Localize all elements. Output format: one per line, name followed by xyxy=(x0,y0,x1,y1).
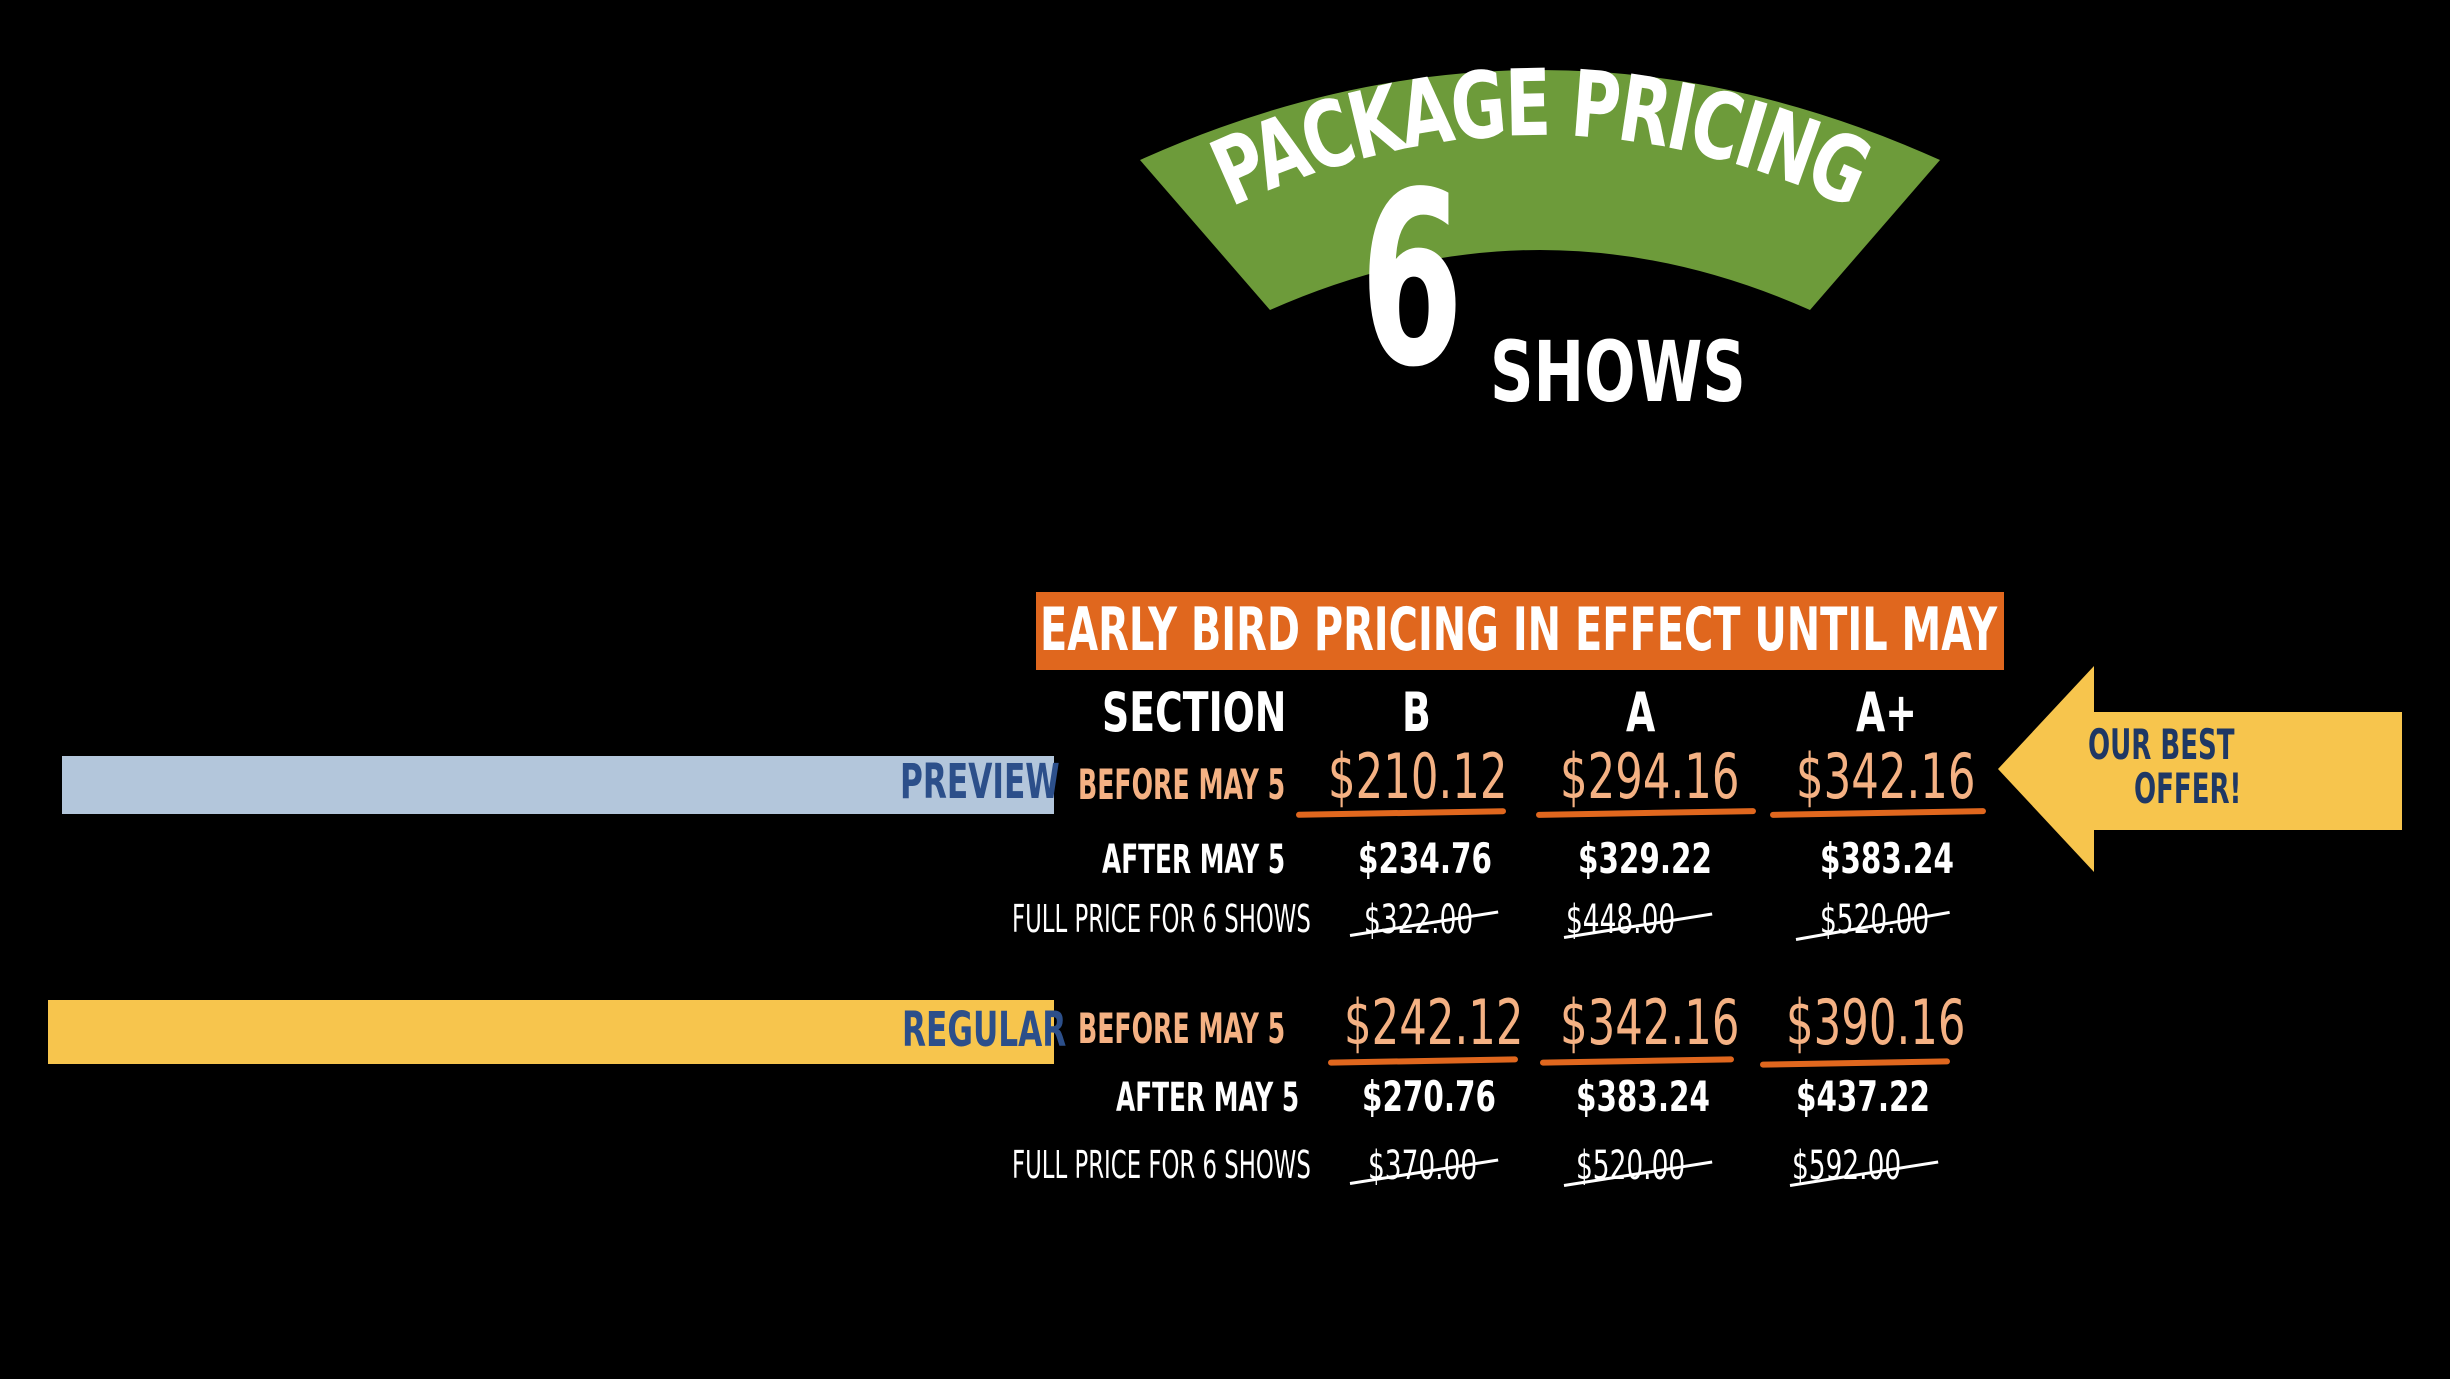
preview-before-price-a-plus: $342.16 xyxy=(1796,740,1976,813)
regular-after-label: AFTER MAY 5 xyxy=(1116,1075,1300,1121)
preview-before-label: BEFORE MAY 5 xyxy=(1078,760,1286,809)
early-bird-banner-text: EARLY BIRD PRICING IN EFFECT UNTIL MAY 5 xyxy=(1040,595,2004,665)
best-offer-arrow-icon xyxy=(1998,666,2402,872)
preview-full-price-label: FULL PRICE FOR 6 SHOWS xyxy=(1012,897,1311,941)
regular-full-price-a-plus: $592.00 xyxy=(1792,1143,1902,1189)
preview-before-price-b: $210.12 xyxy=(1328,740,1508,813)
show-count: 6 xyxy=(1360,140,1464,420)
regular-after-price-b: $270.76 xyxy=(1362,1072,1496,1121)
best-offer-line-2: OFFER! xyxy=(2134,764,2242,813)
column-header-section: SECTION xyxy=(1102,681,1287,744)
column-header-a: A xyxy=(1626,681,1656,744)
regular-full-price-label: FULL PRICE FOR 6 SHOWS xyxy=(1012,1143,1311,1187)
column-header-b: B xyxy=(1402,681,1431,744)
regular-a-plus-underline xyxy=(1759,1058,1951,1068)
preview-after-price-a: $329.22 xyxy=(1578,834,1712,883)
regular-before-price-b: $242.12 xyxy=(1344,986,1524,1059)
preview-after-price-a-plus: $383.24 xyxy=(1820,834,1954,883)
early-bird-banner: EARLY BIRD PRICING IN EFFECT UNTIL MAY 5 xyxy=(1036,592,2004,670)
regular-tier-bar xyxy=(48,1000,1054,1064)
best-offer-line-1: OUR BEST xyxy=(2088,720,2235,769)
show-count-suffix: SHOWS xyxy=(1490,323,1746,421)
regular-before-price-a: $342.16 xyxy=(1560,986,1740,1059)
preview-before-price-a: $294.16 xyxy=(1560,740,1740,813)
package-pricing-arc-badge: PACKAGE PRICING xyxy=(1140,60,1940,310)
regular-after-price-a-plus: $437.22 xyxy=(1796,1072,1930,1121)
regular-before-label: BEFORE MAY 5 xyxy=(1078,1004,1286,1053)
column-header-a-plus: A+ xyxy=(1856,681,1917,744)
regular-tier-label: REGULAR xyxy=(902,1002,1067,1058)
preview-tier-label: PREVIEW xyxy=(900,754,1060,810)
preview-after-price-b: $234.76 xyxy=(1358,834,1492,883)
preview-tier-bar xyxy=(62,756,1054,814)
preview-after-label: AFTER MAY 5 xyxy=(1102,837,1286,883)
regular-after-price-a: $383.24 xyxy=(1576,1072,1710,1121)
regular-before-price-a-plus: $390.16 xyxy=(1786,986,1966,1059)
